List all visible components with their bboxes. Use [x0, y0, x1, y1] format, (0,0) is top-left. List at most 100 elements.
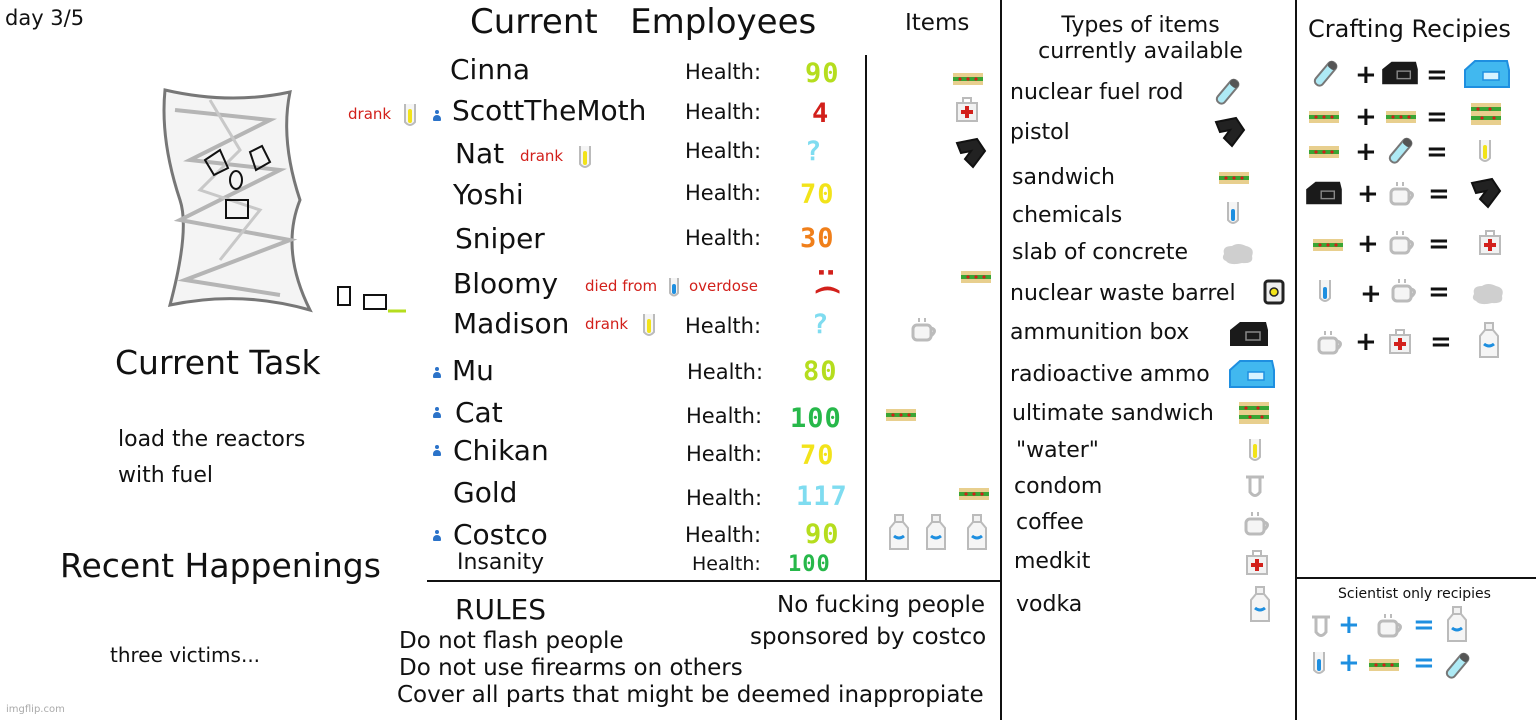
item-type-label: pistol: [1010, 120, 1070, 145]
pistol-icon: [1214, 116, 1246, 148]
divider-left: [0, 0, 1, 1]
ultimate-sandwich-icon: [1239, 402, 1269, 424]
recent-happenings-heading: Recent Happenings: [60, 546, 381, 585]
concrete-icon: [1472, 284, 1503, 305]
employee-name: Sniper: [455, 222, 545, 255]
item-type-label: "water": [1016, 438, 1099, 463]
condom-icon: [1246, 475, 1264, 497]
water-icon: [643, 314, 655, 336]
item-type-label: slab of concrete: [1012, 240, 1189, 265]
rule-item: No fucking people: [777, 592, 986, 618]
employee-name: Chikan: [453, 434, 549, 467]
coffee-icon: [1389, 182, 1414, 206]
health-label: Health:: [685, 226, 762, 250]
health-label: Health:: [686, 442, 763, 466]
chemicals-icon: [669, 278, 679, 297]
health-label: Health:: [685, 60, 762, 84]
water-icon: [1479, 140, 1491, 162]
concrete-icon: [1222, 244, 1253, 265]
recent-happenings-text: three victims...: [110, 643, 261, 667]
employee-name: Bloomy: [453, 267, 559, 300]
divider-scientist-top: [1296, 577, 1536, 579]
sandwich-icon: [961, 271, 991, 283]
divider-middle: [1000, 0, 1002, 720]
employee-name: Insanity: [457, 550, 545, 575]
rule-item: Do not use firearms on others: [399, 655, 743, 681]
status-note: drank: [520, 147, 564, 165]
employees-heading: Current Employees: [470, 2, 817, 42]
health-value: 70: [800, 179, 835, 210]
rule-item: sponsored by costco: [750, 624, 987, 650]
chemicals-icon: [1319, 280, 1331, 302]
health-label: Health:: [685, 139, 762, 163]
coffee-icon: [1317, 331, 1342, 355]
health-value: 117: [796, 481, 848, 512]
item-type-label: chemicals: [1012, 203, 1123, 228]
sandwich-icon: [1219, 172, 1249, 184]
current-task-line1: load the reactors: [118, 427, 306, 452]
coffee-icon: [1244, 512, 1269, 536]
employee-name: Nat: [455, 137, 505, 170]
plus-icon: +: [1355, 60, 1377, 90]
sandwich-icon: [1309, 111, 1339, 123]
scientist-heading: Scientist only recipies: [1338, 586, 1491, 602]
coffee-icon: [1389, 231, 1414, 255]
employee-name: Gold: [453, 476, 518, 509]
equals-icon: =: [1413, 610, 1435, 640]
chemicals-icon: [1227, 202, 1239, 224]
medkit-icon: [1389, 329, 1411, 354]
item-type-label: ammunition box: [1010, 320, 1190, 345]
ammo-box-icon: [1230, 322, 1268, 346]
pistol-icon: [955, 137, 987, 169]
health-label: Health:: [685, 523, 762, 547]
health-value: 80: [803, 356, 838, 387]
water-icon: [404, 104, 416, 126]
current-task-heading: Current Task: [115, 343, 321, 382]
health-label: Health:: [686, 486, 763, 510]
day-counter: day 3/5: [5, 6, 85, 30]
item-type-label: vodka: [1016, 592, 1083, 617]
person-icon: [432, 445, 442, 457]
current-task-line2: with fuel: [118, 463, 214, 488]
plus-icon: +: [1357, 229, 1379, 259]
vodka-icon: [926, 514, 946, 550]
health-label: Health:: [685, 100, 762, 124]
plus-icon: +: [1338, 610, 1360, 640]
waste-barrel-icon: [1263, 279, 1285, 305]
status-note: overdose: [689, 277, 758, 295]
item-type-label: nuclear waste barrel: [1010, 281, 1236, 306]
plus-icon: +: [1338, 648, 1360, 678]
fuel-rod-icon: [1215, 78, 1240, 105]
plus-icon: +: [1355, 327, 1377, 357]
scp-portrait-drawing: [162, 88, 406, 313]
health-value: 4: [812, 98, 830, 129]
coffee-icon: [1377, 614, 1402, 638]
ultimate-sandwich-icon: [1471, 103, 1501, 125]
equals-icon: =: [1428, 229, 1450, 259]
employee-name: Cat: [455, 396, 503, 429]
sandwich-icon: [1369, 659, 1399, 671]
person-icon: [432, 110, 442, 122]
item-type-label: medkit: [1014, 549, 1091, 574]
employee-name: ScottTheMoth: [452, 94, 647, 127]
vodka-icon: [1447, 606, 1467, 642]
types-heading: Types of items currently available: [1038, 13, 1243, 65]
item-type-label: nuclear fuel rod: [1010, 80, 1184, 105]
sandwich-icon: [886, 409, 916, 421]
health-label: Health:: [685, 314, 762, 338]
person-icon: [432, 367, 442, 379]
employee-name: Cinna: [450, 53, 530, 86]
ammo-box-icon: [1382, 61, 1418, 85]
vodka-icon: [889, 514, 909, 550]
equals-icon: =: [1430, 327, 1452, 357]
watermark: imgflip.com: [6, 704, 65, 715]
status-note: died from: [585, 277, 658, 295]
sandwich-icon: [1309, 146, 1339, 158]
employee-name: Yoshi: [453, 178, 524, 211]
equals-icon: =: [1426, 60, 1448, 90]
health-label: Health:: [692, 553, 761, 575]
plus-icon: +: [1357, 179, 1379, 209]
employee-name: Costco: [453, 518, 548, 551]
sandwich-icon: [953, 73, 983, 85]
equals-icon: =: [1426, 102, 1448, 132]
